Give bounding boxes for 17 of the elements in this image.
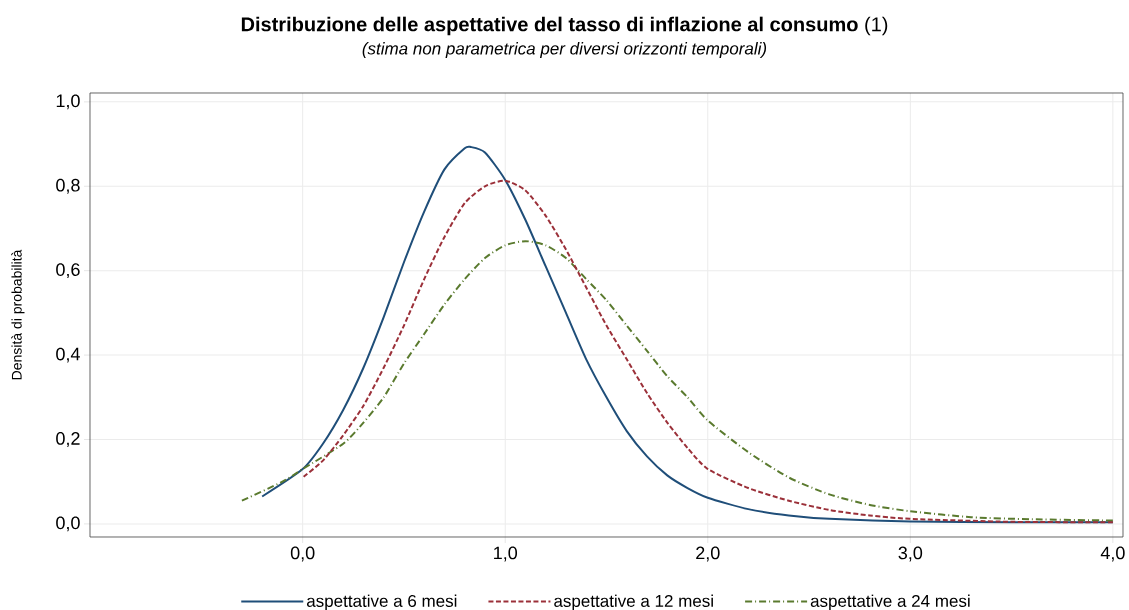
y-tick-label: 0,0 <box>56 516 80 532</box>
legend-label: aspettative a 24 mesi <box>810 594 970 610</box>
x-tick-label: 3,0 <box>898 546 923 562</box>
chart-title: Distribuzione delle aspettative del tasso di inflazione al consumo (1) <box>241 16 888 36</box>
chart-subtitle: (stima non parametrica per diversi orizzonti temporali) <box>362 42 767 58</box>
y-axis-title: Densità di probabilità <box>11 249 25 380</box>
x-tick-label: 0,0 <box>290 546 315 562</box>
x-tick-label: 2,0 <box>696 546 720 562</box>
x-tick-label: 1,0 <box>494 546 518 562</box>
y-tick-label: 0,6 <box>56 263 80 279</box>
legend-label: aspettative a 12 mesi <box>554 594 713 610</box>
x-tick-label: 4,0 <box>1100 546 1125 562</box>
y-tick-label: 0,4 <box>56 347 80 363</box>
legend-label: aspettative a 6 mesi <box>306 594 457 610</box>
y-tick-label: 1,0 <box>56 94 80 110</box>
y-tick-label: 0,2 <box>56 432 80 447</box>
y-tick-label: 0,8 <box>56 178 80 194</box>
